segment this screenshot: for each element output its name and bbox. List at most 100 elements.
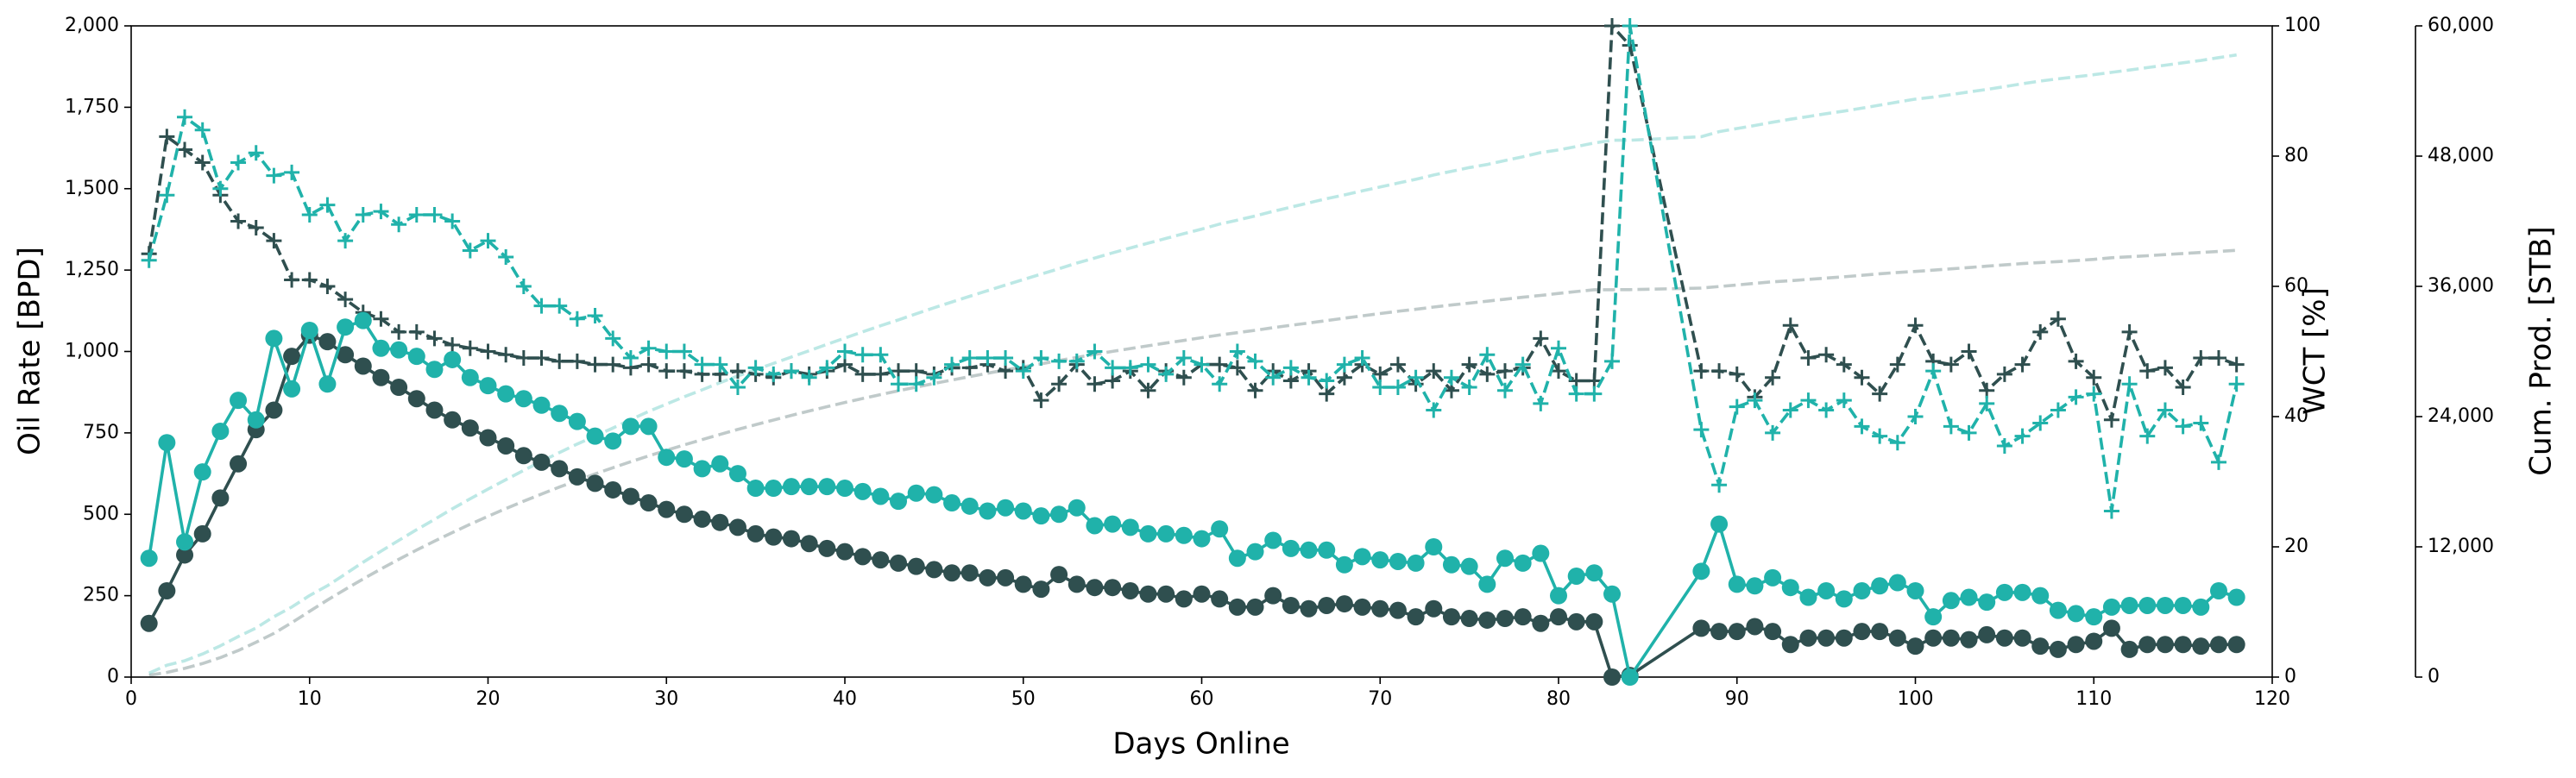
point [390, 379, 408, 397]
point [621, 417, 639, 436]
point [194, 122, 211, 138]
point [746, 524, 765, 543]
point [622, 350, 639, 367]
point [907, 557, 925, 575]
point [747, 360, 764, 376]
point [1924, 608, 1943, 626]
point [337, 233, 354, 249]
point [425, 361, 444, 379]
point [2102, 619, 2120, 637]
point [354, 311, 372, 329]
point [1729, 366, 1745, 382]
point [230, 154, 247, 171]
point [426, 206, 443, 223]
point [729, 380, 746, 396]
x-tick-label: 0 [125, 688, 137, 710]
point [1443, 382, 1459, 398]
point [728, 518, 746, 536]
point [1995, 583, 2013, 601]
point [1478, 611, 1496, 629]
point [1050, 566, 1068, 584]
point [1175, 369, 1192, 386]
point [2138, 596, 2157, 614]
point [551, 353, 568, 369]
y-tick-label: 1,000 [65, 341, 119, 362]
point [1389, 552, 1407, 570]
point [479, 377, 497, 395]
point [1140, 382, 1156, 398]
point [1015, 363, 1031, 380]
point [533, 350, 550, 367]
point [1014, 502, 1032, 520]
point [177, 141, 193, 158]
point [853, 548, 872, 566]
point [498, 249, 514, 266]
point [1711, 363, 1728, 380]
point [2175, 380, 2191, 396]
point [319, 279, 336, 294]
point [2138, 636, 2157, 654]
point [1157, 585, 1175, 603]
point [1425, 599, 1443, 618]
point [248, 145, 264, 161]
point [1212, 376, 1228, 392]
point [1442, 555, 1460, 574]
point [1872, 386, 1888, 402]
point [1800, 350, 1817, 367]
point [337, 346, 355, 364]
point [818, 478, 836, 496]
point [1765, 424, 1781, 441]
point [1746, 577, 1764, 595]
point [390, 341, 408, 359]
point [1336, 356, 1352, 373]
point [621, 487, 639, 505]
point [1728, 623, 1746, 641]
point [605, 330, 621, 347]
point [1818, 402, 1835, 418]
y-tick-label: 1,750 [65, 96, 119, 117]
point [872, 487, 890, 505]
point [2103, 503, 2119, 519]
point [407, 348, 425, 366]
point [569, 311, 585, 327]
point [693, 460, 711, 478]
y-tick-label: 2,000 [65, 15, 119, 36]
point [1782, 402, 1798, 418]
point [1194, 356, 1210, 373]
point [193, 524, 211, 543]
point [1586, 386, 1603, 402]
point [1033, 350, 1049, 367]
point [943, 564, 961, 582]
point [1693, 422, 1710, 438]
point [1551, 340, 1566, 356]
point [837, 343, 853, 360]
point [1407, 554, 1425, 572]
point [1799, 629, 1817, 647]
point [2193, 415, 2209, 431]
point [640, 356, 657, 373]
point [1389, 380, 1406, 396]
point [1086, 376, 1103, 392]
point [1567, 567, 1585, 585]
point [1104, 515, 1122, 533]
point [658, 363, 675, 380]
point [2032, 415, 2049, 431]
point [1301, 369, 1317, 386]
point [2192, 598, 2210, 616]
point [1193, 585, 1211, 603]
point [1961, 343, 1977, 360]
point [1050, 505, 1068, 524]
point [159, 129, 175, 145]
point [960, 497, 979, 515]
point [2121, 323, 2138, 340]
point [586, 474, 604, 493]
point [1996, 366, 2012, 382]
point [872, 551, 890, 569]
point [2210, 454, 2226, 470]
point [2139, 428, 2156, 444]
point [301, 272, 318, 288]
point [1603, 668, 1622, 686]
point [1121, 518, 1139, 536]
point [2086, 369, 2102, 386]
point [765, 528, 783, 546]
